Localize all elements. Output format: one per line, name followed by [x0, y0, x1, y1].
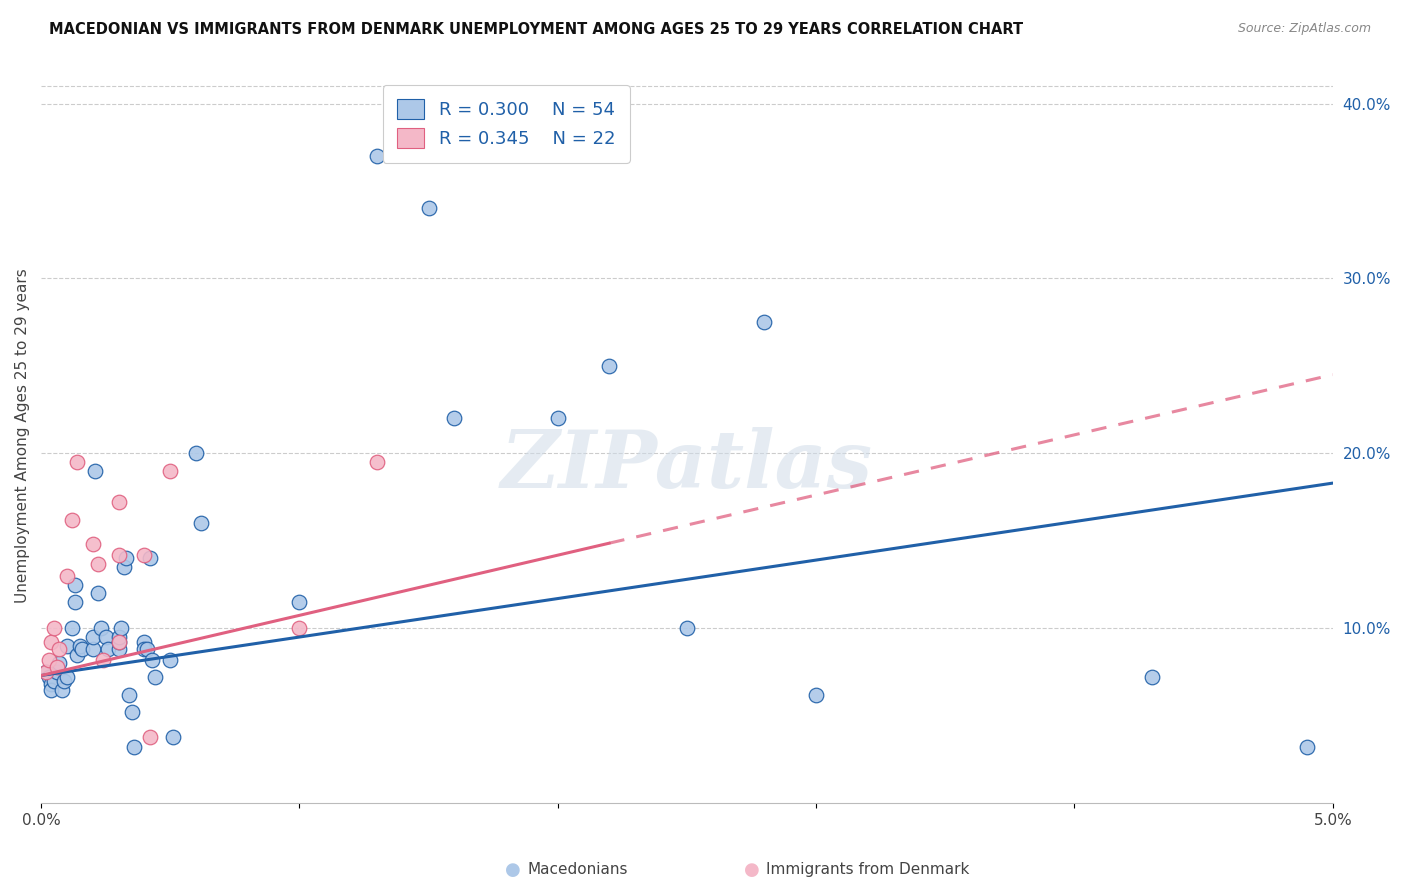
Point: [107, 635, 129, 649]
Point: [134, 548, 156, 562]
Text: Macedonians: Macedonians: [527, 863, 627, 877]
Point: [97, 642, 120, 657]
Point: [107, 635, 129, 649]
Point: [72, 642, 94, 657]
Point: [547, 411, 569, 425]
Text: ●: ●: [744, 861, 761, 879]
Point: [41, 635, 63, 649]
Point: [94, 630, 117, 644]
Point: [418, 202, 440, 216]
Point: [366, 149, 388, 163]
Point: [63, 577, 86, 591]
Point: [138, 730, 160, 744]
Point: [60, 621, 83, 635]
Point: [82, 630, 104, 644]
Point: [56, 639, 79, 653]
Point: [45, 660, 67, 674]
Point: [60, 513, 83, 527]
Point: [45, 665, 67, 679]
Point: [69, 639, 91, 653]
Point: [48, 642, 70, 657]
Point: [107, 642, 129, 657]
Point: [143, 670, 166, 684]
Point: [136, 642, 159, 657]
Point: [112, 560, 135, 574]
Point: [162, 730, 184, 744]
Point: [134, 642, 156, 657]
Point: [91, 653, 114, 667]
Point: [35, 665, 58, 679]
Point: [107, 548, 129, 562]
Point: [288, 621, 311, 635]
Text: ●: ●: [505, 861, 522, 879]
Text: ZIPatlas: ZIPatlas: [501, 426, 873, 504]
Point: [56, 569, 79, 583]
Point: [443, 411, 465, 425]
Point: [676, 621, 699, 635]
Point: [754, 315, 776, 329]
Point: [134, 635, 156, 649]
Point: [159, 653, 181, 667]
Point: [122, 740, 145, 755]
Point: [66, 648, 89, 662]
Point: [1296, 740, 1319, 755]
Point: [110, 621, 132, 635]
Point: [53, 673, 76, 688]
Point: [89, 621, 111, 635]
Y-axis label: Unemployment Among Ages 25 to 29 years: Unemployment Among Ages 25 to 29 years: [15, 268, 30, 603]
Point: [107, 495, 129, 509]
Point: [1140, 670, 1163, 684]
Point: [115, 551, 138, 566]
Text: MACEDONIAN VS IMMIGRANTS FROM DENMARK UNEMPLOYMENT AMONG AGES 25 TO 29 YEARS COR: MACEDONIAN VS IMMIGRANTS FROM DENMARK UN…: [49, 22, 1024, 37]
Point: [41, 677, 63, 691]
Point: [35, 665, 58, 679]
Point: [159, 464, 181, 478]
Point: [38, 670, 60, 684]
Point: [38, 653, 60, 667]
Point: [366, 455, 388, 469]
Point: [118, 688, 141, 702]
Point: [63, 595, 86, 609]
Point: [84, 464, 107, 478]
Point: [41, 682, 63, 697]
Point: [184, 446, 207, 460]
Point: [598, 140, 620, 154]
Point: [804, 688, 827, 702]
Point: [107, 630, 129, 644]
Point: [121, 705, 143, 719]
Point: [190, 516, 212, 531]
Point: [82, 537, 104, 551]
Point: [288, 595, 311, 609]
Legend: R = 0.300    N = 54, R = 0.345    N = 22: R = 0.300 N = 54, R = 0.345 N = 22: [382, 85, 630, 162]
Text: Source: ZipAtlas.com: Source: ZipAtlas.com: [1237, 22, 1371, 36]
Point: [42, 621, 65, 635]
Point: [598, 359, 620, 373]
Point: [51, 682, 73, 697]
Point: [141, 653, 163, 667]
Point: [87, 586, 110, 600]
Point: [87, 557, 110, 571]
Point: [42, 673, 65, 688]
Text: Immigrants from Denmark: Immigrants from Denmark: [766, 863, 970, 877]
Point: [138, 551, 160, 566]
Point: [56, 670, 79, 684]
Point: [82, 642, 104, 657]
Point: [48, 657, 70, 671]
Point: [66, 455, 89, 469]
